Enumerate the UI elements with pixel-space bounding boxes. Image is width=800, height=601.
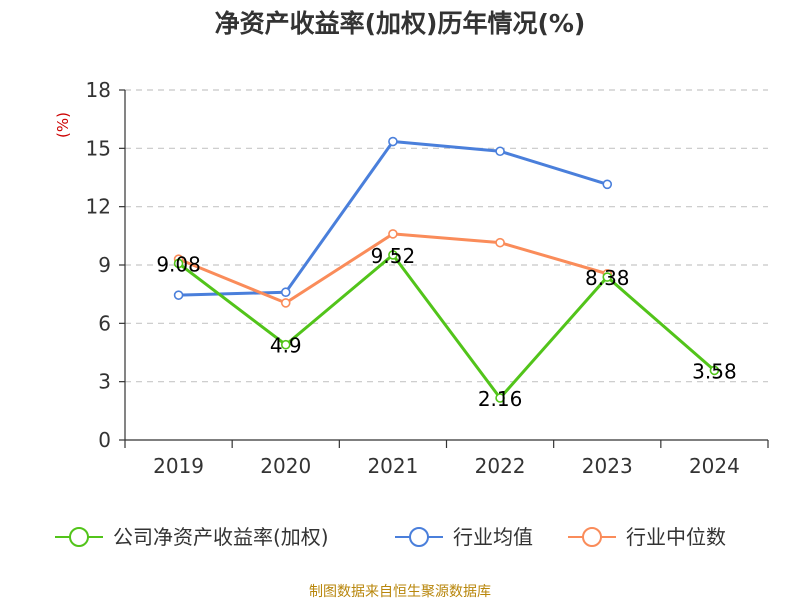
- grid-lines: [125, 89, 768, 383]
- data-label: 4.9: [270, 334, 302, 358]
- x-tick-label: 2021: [367, 454, 418, 478]
- data-point[interactable]: [280, 298, 291, 308]
- data-label: 9.08: [156, 252, 201, 276]
- series-line-0: [177, 253, 716, 400]
- legend-label[interactable]: 行业中位数: [626, 525, 726, 549]
- x-tick-label: 2022: [475, 454, 526, 478]
- data-label: 2.16: [478, 387, 523, 411]
- legend-marker-1: [409, 527, 429, 547]
- data-label: 8.38: [585, 266, 630, 290]
- y-tick-label: 18: [86, 78, 111, 102]
- data-point[interactable]: [709, 365, 720, 376]
- data-point[interactable]: [280, 287, 291, 298]
- legend-label[interactable]: 公司净资产收益率(加权): [113, 525, 329, 549]
- tick-labels: 0 3 6 9 12 15 18 2019 2020 2021 2022 2023 2024: [86, 78, 740, 478]
- y-tick-label: 9: [98, 253, 111, 277]
- axes: [119, 89, 769, 448]
- series-line-1: [178, 140, 608, 297]
- x-tick-label: 2020: [260, 454, 311, 478]
- chart-title: 净资产收益率(加权)历年情况(%): [214, 9, 586, 38]
- y-axis-unit-label: (%): [54, 112, 72, 138]
- data-labels: 9.08 4.9 9.52 2.16 8.38 3.58: [156, 244, 736, 411]
- data-label: 3.58: [692, 359, 737, 383]
- data-point[interactable]: [388, 250, 398, 260]
- data-point[interactable]: [495, 237, 505, 248]
- legend-label[interactable]: 行业均值: [453, 525, 533, 549]
- data-point[interactable]: [280, 339, 291, 350]
- data-point[interactable]: [495, 146, 505, 157]
- data-point[interactable]: [173, 290, 184, 300]
- data-point[interactable]: [602, 179, 613, 190]
- y-tick-label: 3: [98, 370, 111, 394]
- legend-marker-0: [69, 527, 89, 547]
- x-tick-label: 2019: [153, 454, 204, 478]
- data-point[interactable]: [495, 393, 505, 403]
- data-point[interactable]: [388, 229, 398, 239]
- x-tick-label: 2023: [582, 454, 633, 478]
- legend: 公司净资产收益率(加权) 行业均值 行业中位数: [55, 525, 726, 549]
- y-tick-label: 6: [98, 311, 111, 335]
- source-note: 制图数据来自恒生聚源数据库: [309, 584, 491, 600]
- x-tick-label: 2024: [689, 454, 740, 478]
- y-tick-label: 0: [98, 428, 111, 452]
- data-point[interactable]: [388, 136, 398, 147]
- series-group: [173, 136, 720, 403]
- legend-marker-2: [582, 527, 602, 547]
- data-label: 9.52: [371, 244, 416, 268]
- data-point[interactable]: [602, 272, 613, 282]
- data-point[interactable]: [173, 258, 184, 269]
- y-tick-label: 12: [86, 195, 111, 219]
- y-tick-label: 15: [86, 136, 111, 160]
